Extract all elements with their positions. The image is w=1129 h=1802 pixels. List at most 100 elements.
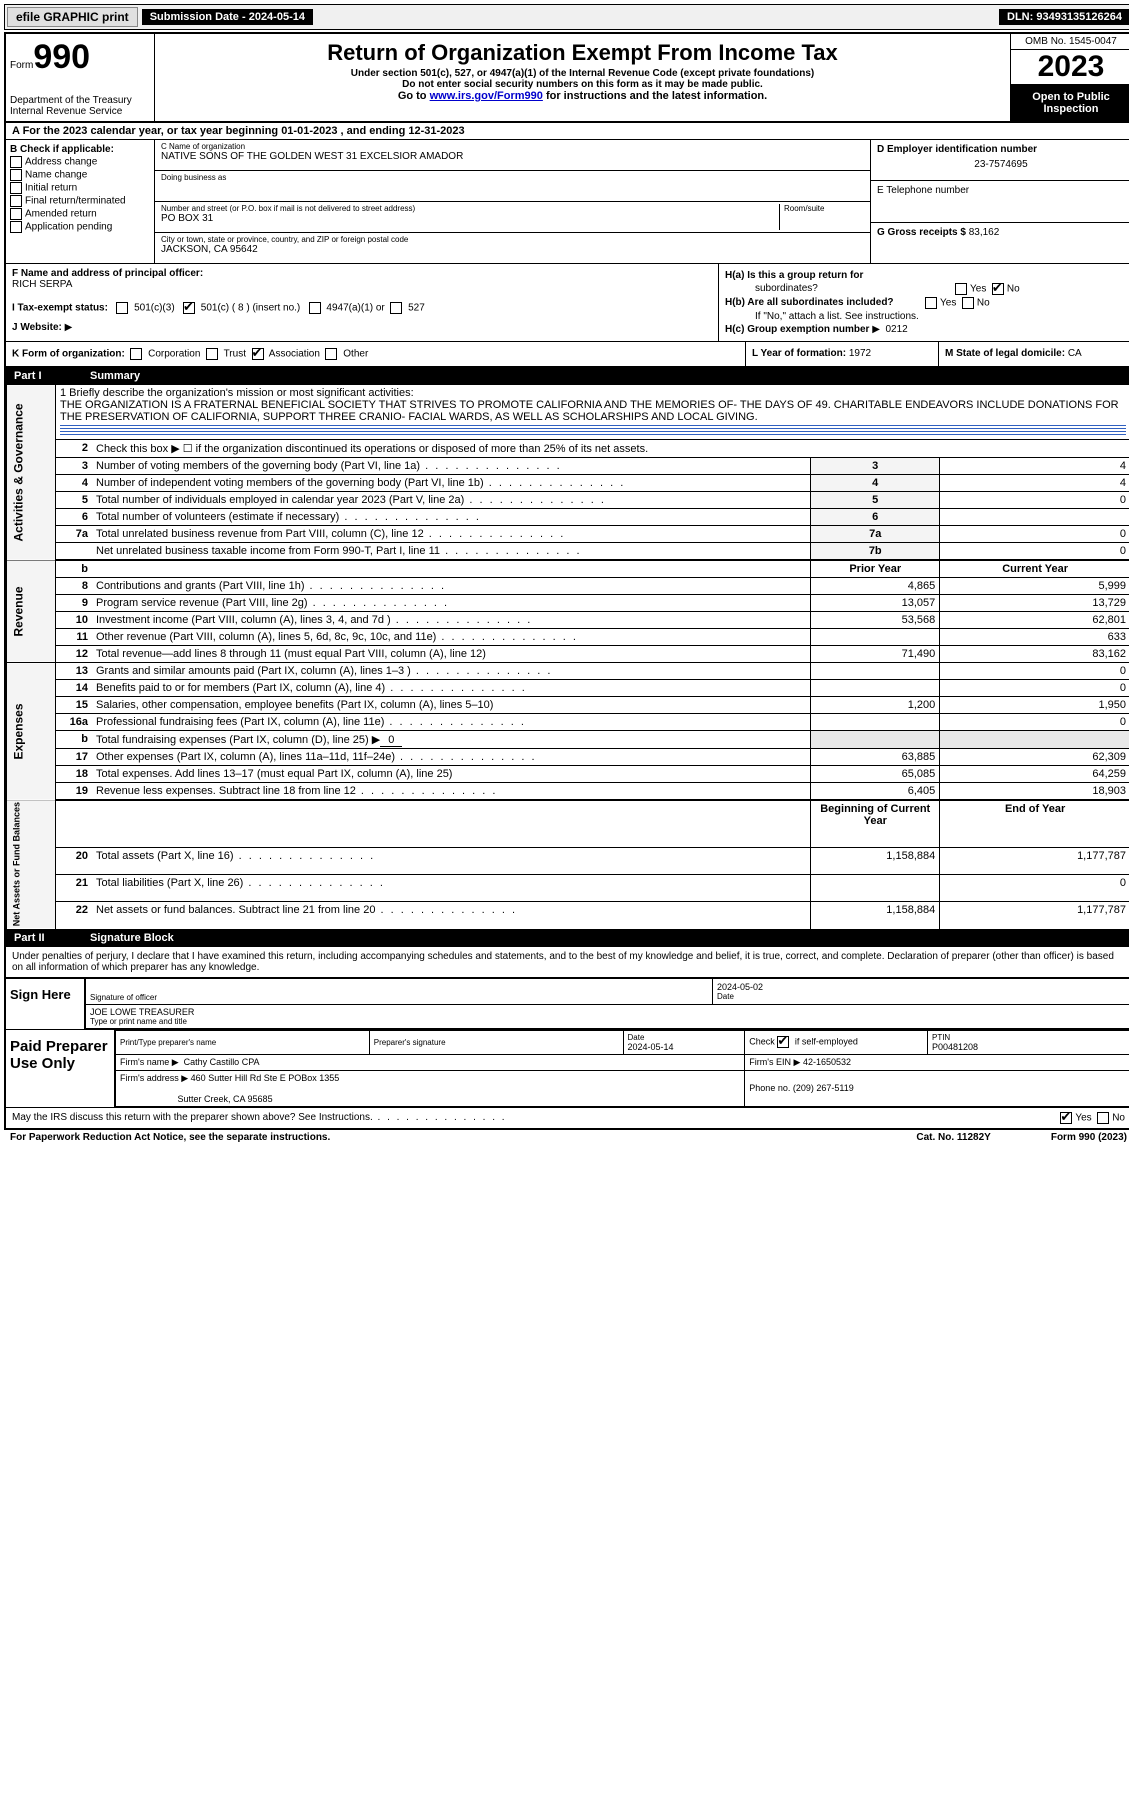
hb-label: H(b) Are all subordinates included? — [725, 297, 894, 308]
col-h-group: H(a) Is this a group return for subordin… — [719, 264, 1129, 341]
section-bcd: B Check if applicable: Address change Na… — [6, 140, 1129, 264]
corp-checkbox[interactable] — [130, 348, 142, 360]
form-number: 990 — [33, 38, 90, 76]
goto-link[interactable]: www.irs.gov/Form990 — [430, 90, 543, 102]
gross-value: 83,162 — [969, 227, 1000, 238]
address-change-checkbox[interactable] — [10, 156, 22, 168]
hb-yes-checkbox[interactable] — [925, 297, 937, 309]
sign-date-label: Date — [717, 992, 1126, 1001]
phone-label: Phone no. — [749, 1083, 793, 1093]
line13-text: Grants and similar amounts paid (Part IX… — [92, 663, 811, 680]
trust-checkbox[interactable] — [206, 348, 218, 360]
city-value: JACKSON, CA 95642 — [161, 244, 864, 255]
vlabel-governance: Activities & Governance — [7, 385, 56, 561]
begin-year-header: Beginning of Current Year — [811, 800, 940, 847]
part1-title: Summary — [90, 370, 140, 382]
top-toolbar: efile GRAPHIC print Submission Date - 20… — [4, 4, 1129, 30]
paid-preparer-section: Paid Preparer Use Only Print/Type prepar… — [6, 1029, 1129, 1107]
part2-header: Part II Signature Block — [6, 930, 1129, 946]
check-suffix: if self-employed — [792, 1037, 858, 1047]
ha-no-checkbox[interactable] — [992, 283, 1004, 295]
opt-501c: 501(c) ( 8 ) (insert no.) — [201, 303, 300, 314]
line8-text: Contributions and grants (Part VIII, lin… — [92, 578, 811, 595]
line4-text: Number of independent voting members of … — [92, 475, 811, 492]
tax-exempt-label: I Tax-exempt status: — [12, 303, 108, 314]
form-990-container: Form990 Department of the Treasury Inter… — [4, 32, 1129, 1130]
line16b-val: 0 — [380, 734, 402, 747]
part1-header: Part I Summary — [6, 368, 1129, 384]
discuss-text: May the IRS discuss this return with the… — [12, 1112, 507, 1124]
sign-here-section: Sign Here Signature of officer 2024-05-0… — [6, 977, 1129, 1029]
line16a-text: Professional fundraising fees (Part IX, … — [92, 714, 811, 731]
line21-text: Total liabilities (Part X, line 26) — [92, 875, 811, 902]
discuss-no: No — [1112, 1112, 1125, 1123]
efile-print-button[interactable]: efile GRAPHIC print — [7, 7, 138, 27]
line12-prior: 71,490 — [811, 646, 940, 663]
website-arrow: ▶ — [65, 322, 73, 333]
website-label: J Website: — [12, 322, 62, 333]
line10-prior: 53,568 — [811, 612, 940, 629]
line16a-prior — [811, 714, 940, 731]
line12-current: 83,162 — [940, 646, 1129, 663]
officer-name: RICH SERPA — [12, 279, 712, 290]
501c3-checkbox[interactable] — [116, 302, 128, 314]
line18-prior: 65,085 — [811, 766, 940, 783]
ein-label: D Employer identification number — [877, 144, 1125, 155]
col-b-label: B Check if applicable: — [10, 144, 150, 155]
4947-checkbox[interactable] — [309, 302, 321, 314]
name-change-checkbox[interactable] — [10, 169, 22, 181]
dept-treasury: Department of the Treasury — [10, 95, 150, 106]
501c-checkbox[interactable] — [183, 302, 195, 314]
discuss-no-checkbox[interactable] — [1097, 1112, 1109, 1124]
hc-arrow: ▶ — [872, 324, 880, 335]
firm-ein: 42-1650532 — [803, 1057, 851, 1067]
discuss-row: May the IRS discuss this return with the… — [6, 1107, 1129, 1128]
dba-label: Doing business as — [161, 173, 864, 182]
firm-name: Cathy Castillo CPA — [184, 1057, 260, 1067]
m-value: CA — [1068, 348, 1082, 359]
section-fh: F Name and address of principal officer:… — [6, 264, 1129, 342]
assoc-checkbox[interactable] — [252, 348, 264, 360]
line15-text: Salaries, other compensation, employee b… — [92, 697, 811, 714]
firm-name-label: Firm's name — [120, 1057, 172, 1067]
opt-final-return: Final return/terminated — [25, 196, 126, 207]
mission-text: THE ORGANIZATION IS A FRATERNAL BENEFICI… — [60, 399, 1126, 423]
addr-label: Number and street (or P.O. box if mail i… — [161, 204, 779, 213]
part2-label: Part II — [14, 932, 74, 944]
final-return-checkbox[interactable] — [10, 195, 22, 207]
irs-label: Internal Revenue Service — [10, 106, 150, 117]
opt-other: Other — [343, 349, 368, 360]
opt-501c3: 501(c)(3) — [134, 303, 175, 314]
line22-end: 1,177,787 — [940, 902, 1129, 929]
amended-return-checkbox[interactable] — [10, 208, 22, 220]
hb-no-checkbox[interactable] — [962, 297, 974, 309]
self-employed-checkbox[interactable] — [777, 1036, 789, 1048]
officer-signed-name: JOE LOWE TREASURER — [90, 1007, 1126, 1017]
line19-prior: 6,405 — [811, 783, 940, 801]
application-pending-checkbox[interactable] — [10, 221, 22, 233]
other-checkbox[interactable] — [325, 348, 337, 360]
prior-year-header: Prior Year — [811, 560, 940, 578]
inspection-line2: Inspection — [1013, 103, 1129, 115]
org-name: NATIVE SONS OF THE GOLDEN WEST 31 EXCELS… — [161, 151, 864, 162]
header-center: Return of Organization Exempt From Incom… — [155, 34, 1010, 121]
discuss-yes-checkbox[interactable] — [1060, 1112, 1072, 1124]
col-f-officer: F Name and address of principal officer:… — [6, 264, 719, 341]
ha-no: No — [1007, 284, 1020, 295]
line9-text: Program service revenue (Part VIII, line… — [92, 595, 811, 612]
line18-current: 64,259 — [940, 766, 1129, 783]
line16a-current: 0 — [940, 714, 1129, 731]
ha-sub: subordinates? — [725, 283, 955, 295]
tel-label: E Telephone number — [877, 185, 1125, 196]
line20-begin: 1,158,884 — [811, 847, 940, 874]
check-label: Check — [749, 1037, 777, 1047]
line13-current: 0 — [940, 663, 1129, 680]
527-checkbox[interactable] — [390, 302, 402, 314]
room-label: Room/suite — [784, 204, 864, 213]
initial-return-checkbox[interactable] — [10, 182, 22, 194]
preparer-sig-label: Preparer's signature — [374, 1038, 619, 1047]
hb-note: If "No," attach a list. See instructions… — [725, 311, 1125, 322]
line16b-arrow: ▶ — [372, 734, 380, 746]
ha-yes-checkbox[interactable] — [955, 283, 967, 295]
line13-prior — [811, 663, 940, 680]
